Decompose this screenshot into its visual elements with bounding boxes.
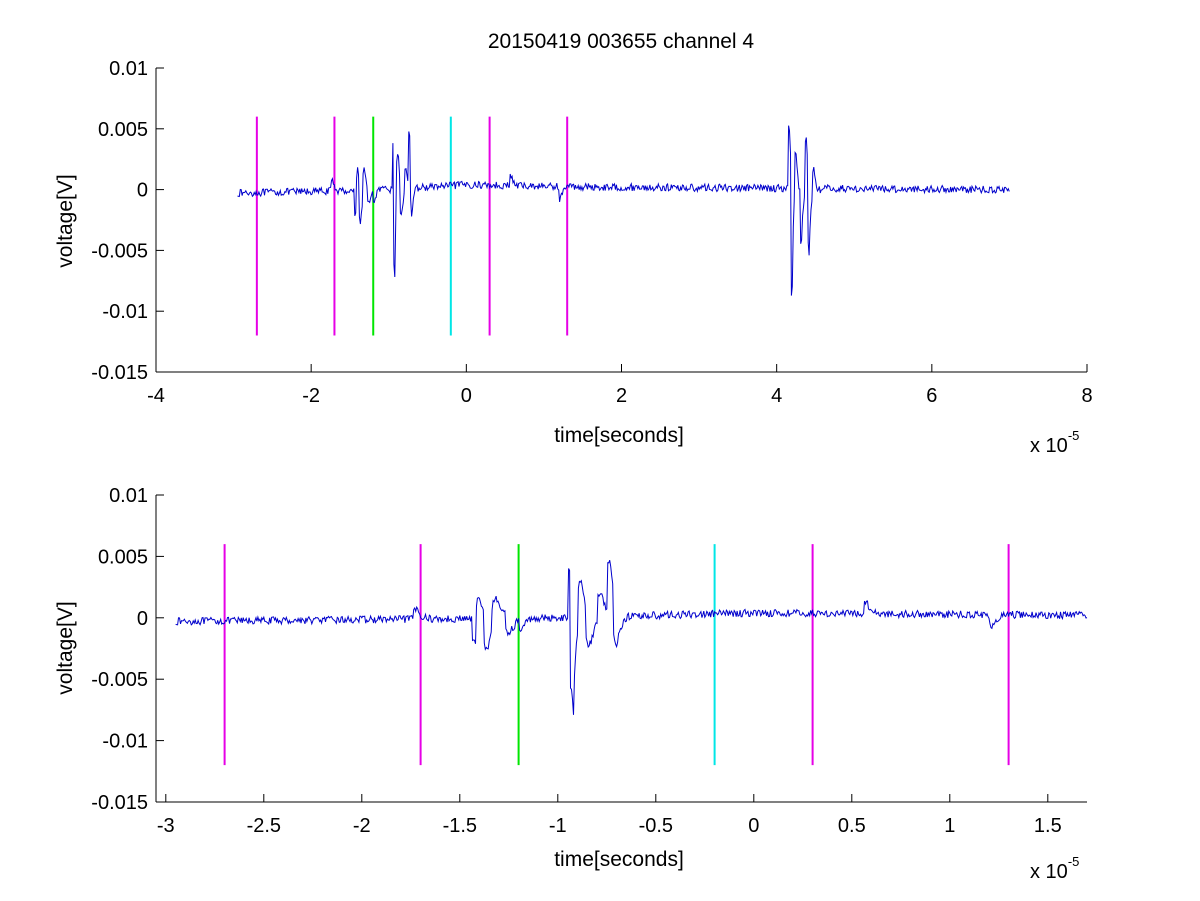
bottom-x-tick-label: -0.5 — [639, 815, 673, 837]
top-x-tick-label: 8 — [1081, 385, 1092, 407]
top-event-markers — [255, 116, 569, 336]
bottom-y-tick-label: -0.01 — [102, 731, 148, 753]
bottom-y-tick-label: 0 — [137, 608, 148, 630]
bottom-axes: -3 -2.5 -2 -1.5 -1 -0.5 0 0.5 1 1.5 0.01 0.005 0 -0.0… — [54, 485, 1088, 883]
bottom-x-multiplier: x 10-5 — [1030, 854, 1079, 883]
bottom-x-tick-label: 0.5 — [838, 815, 866, 837]
bottom-x-tick-label: -3 — [157, 815, 175, 837]
bottom-x-multiplier-exponent: -5 — [1068, 854, 1080, 869]
top-y-tick-label: -0.01 — [102, 301, 148, 323]
bottom-signal-series — [175, 560, 1088, 715]
top-x-tick-label: 0 — [461, 385, 472, 407]
bottom-x-tick-label: 1.5 — [1034, 815, 1062, 837]
bottom-x-tick-label: -2.5 — [247, 815, 281, 837]
bottom-y-tick-label: 0.01 — [109, 485, 148, 507]
top-x-multiplier: x 10-5 — [1030, 428, 1079, 457]
top-x-tick-label: -2 — [302, 385, 320, 407]
bottom-x-tick-label: -1.5 — [443, 815, 477, 837]
top-y-axis-label: voltage[V] — [54, 174, 77, 267]
top-axes: -4 -2 0 2 4 6 8 0.01 0.005 0 -0.005 -0.01 -0.015 tim… — [54, 58, 1093, 457]
bottom-y-tick-label: -0.015 — [91, 792, 148, 814]
top-ticks: -4 -2 0 2 4 6 8 0.01 0.005 0 -0.005 -0.01 -0.015 — [91, 58, 1092, 407]
bottom-x-tick-label: 0 — [748, 815, 759, 837]
top-x-multiplier-exponent: -5 — [1068, 428, 1080, 443]
top-y-tick-label: 0 — [137, 180, 148, 202]
top-x-axis-label: time[seconds] — [554, 424, 684, 447]
top-y-tick-label: -0.015 — [91, 362, 148, 384]
chart-title: 20150419 003655 channel 4 — [488, 30, 755, 53]
bottom-x-multiplier-base: x 10 — [1030, 861, 1068, 883]
top-x-tick-label: -4 — [147, 385, 165, 407]
top-x-tick-label: 6 — [926, 385, 937, 407]
bottom-x-axis-label: time[seconds] — [554, 848, 684, 871]
top-signal-series — [237, 125, 1010, 296]
top-x-multiplier-base: x 10 — [1030, 435, 1068, 457]
bottom-y-tick-label: -0.005 — [91, 669, 148, 691]
bottom-x-tick-label: -2 — [353, 815, 371, 837]
bottom-ticks: -3 -2.5 -2 -1.5 -1 -0.5 0 0.5 1 1.5 0.01 0.005 0 -0.0… — [91, 485, 1061, 837]
bottom-x-tick-label: -1 — [549, 815, 567, 837]
bottom-event-markers — [223, 544, 1010, 766]
bottom-x-tick-label: 1 — [944, 815, 955, 837]
bottom-y-tick-label: 0.005 — [98, 546, 148, 568]
top-y-tick-label: 0.005 — [98, 119, 148, 141]
bottom-y-axis-label: voltage[V] — [54, 601, 77, 694]
top-x-tick-label: 2 — [616, 385, 627, 407]
top-x-tick-label: 4 — [771, 385, 782, 407]
top-y-tick-label: -0.005 — [91, 240, 148, 262]
top-y-tick-label: 0.01 — [109, 58, 148, 80]
